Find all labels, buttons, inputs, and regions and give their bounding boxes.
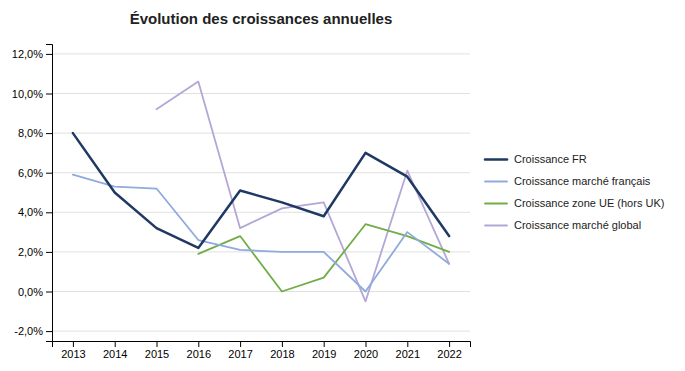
y-tick-label: 6,0% <box>18 167 43 179</box>
x-tick: 2013 <box>61 341 85 360</box>
x-tick: 2018 <box>270 341 294 360</box>
y-tick-label: 4,0% <box>18 206 43 218</box>
legend-item: Croissance zone UE (hors UK) <box>485 197 664 209</box>
y-tick-label: 0,0% <box>18 286 43 298</box>
y-tick-label: 2,0% <box>18 246 43 258</box>
x-tick-label: 2022 <box>437 348 461 360</box>
x-axis: 2013 2014 2015 2016 2017 2018 2019 2020 2021 2022 <box>53 341 471 360</box>
y-tick: -2,0% <box>14 325 52 337</box>
x-tick: 2021 <box>396 341 420 360</box>
x-tick-mark <box>407 341 408 347</box>
legend-item: Croissance marché global <box>485 219 641 231</box>
series-line <box>157 82 450 302</box>
x-tick-label: 2016 <box>187 348 211 360</box>
x-tick-label: 2020 <box>354 348 378 360</box>
y-tick: 4,0% <box>18 206 52 218</box>
x-tick-mark <box>282 341 283 347</box>
y-tick-mark <box>46 331 52 332</box>
series-line <box>73 175 449 292</box>
x-tick-mark <box>115 341 116 347</box>
x-tick-label: 2017 <box>228 348 252 360</box>
grid-line <box>52 53 470 54</box>
plot-area <box>73 82 449 302</box>
x-tick-mark <box>157 341 158 347</box>
x-tick-label: 2015 <box>145 348 169 360</box>
x-tick: 2014 <box>103 341 127 360</box>
legend-label: Croissance FR <box>514 153 587 165</box>
x-tick-mark <box>240 341 241 347</box>
legend-swatch <box>485 181 507 183</box>
chart-container: Évolution des croissances annuelles20132… <box>0 0 685 371</box>
legend: Croissance FR Croissance marché français C… <box>485 153 664 231</box>
x-tick: 2015 <box>145 341 169 360</box>
chart-svg: Évolution des croissances annuelles20132… <box>0 0 685 371</box>
x-tick: 2017 <box>228 341 252 360</box>
y-tick-label: 12,0% <box>12 48 43 60</box>
y-tick: 2,0% <box>18 246 52 258</box>
x-tick-label: 2018 <box>270 348 294 360</box>
legend-swatch <box>485 158 507 161</box>
y-tick: 0,0% <box>18 286 52 298</box>
x-axis-line <box>53 342 471 348</box>
y-tick: 8,0% <box>18 127 52 139</box>
x-tick-label: 2013 <box>61 348 85 360</box>
x-tick-mark <box>449 341 450 347</box>
grid <box>52 54 470 331</box>
grid-line <box>52 331 470 332</box>
chart-title: Évolution des croissances annuelles <box>130 10 393 27</box>
x-tick: 2019 <box>312 341 336 360</box>
y-tick-mark <box>46 212 52 213</box>
y-tick-mark <box>46 94 52 95</box>
x-tick-mark <box>198 341 199 347</box>
y-tick-mark <box>46 133 52 134</box>
x-tick: 2016 <box>187 341 211 360</box>
legend-swatch <box>485 203 507 205</box>
y-tick-mark <box>46 292 52 293</box>
x-tick-mark <box>73 341 74 347</box>
grid-line <box>52 291 470 292</box>
y-axis: -2,0% 0,0% 2,0% 4,0% 6,0% 8,0% 10,0% 12,0% <box>12 45 53 342</box>
y-tick-label: -2,0% <box>14 325 43 337</box>
y-tick: 6,0% <box>18 167 52 179</box>
y-tick: 10,0% <box>12 88 52 100</box>
y-tick-mark <box>46 252 52 253</box>
legend-swatch <box>485 225 507 227</box>
grid-line <box>52 93 470 94</box>
x-tick-label: 2014 <box>103 348 127 360</box>
x-tick-label: 2021 <box>396 348 420 360</box>
x-tick: 2020 <box>354 341 378 360</box>
grid-line <box>52 212 470 213</box>
grid-line <box>52 133 470 134</box>
y-axis-line <box>46 45 53 342</box>
legend-label: Croissance marché global <box>514 219 641 231</box>
y-tick-mark <box>46 54 52 55</box>
legend-label: Croissance marché français <box>514 175 651 187</box>
y-tick: 12,0% <box>12 48 52 60</box>
series-line <box>73 133 449 248</box>
x-tick-mark <box>324 341 325 347</box>
x-tick: 2022 <box>437 341 461 360</box>
y-tick-mark <box>46 173 52 174</box>
legend-label: Croissance zone UE (hors UK) <box>514 197 664 209</box>
y-tick-label: 8,0% <box>18 127 43 139</box>
legend-item: Croissance marché français <box>485 175 651 187</box>
legend-item: Croissance FR <box>485 153 587 165</box>
y-tick-label: 10,0% <box>12 88 43 100</box>
x-tick-label: 2019 <box>312 348 336 360</box>
x-tick-mark <box>366 341 367 347</box>
